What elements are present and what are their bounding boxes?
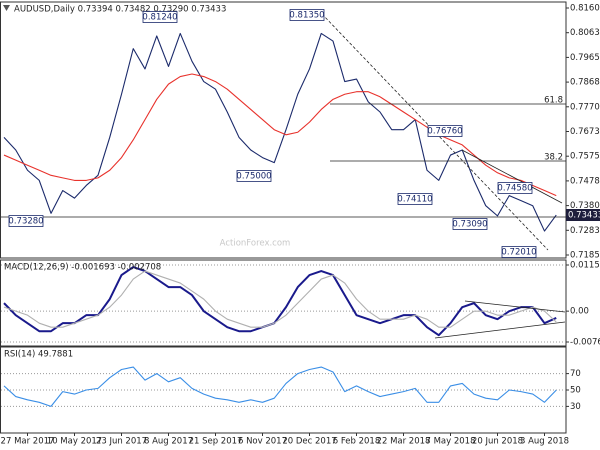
x-tick-label: 21 Sep 2017 [189, 437, 243, 447]
series-line [3, 73, 557, 197]
y-tick-label: 0.77705 [570, 102, 600, 112]
annotation-box [289, 9, 325, 21]
annotation-label: 0.76760 [427, 127, 462, 137]
y-tick-label: -0.007694 [570, 338, 600, 348]
x-tick-label: 7 May 2018 [425, 437, 475, 447]
annotation-box [142, 11, 178, 23]
series-line [3, 270, 557, 328]
series-line [3, 32, 557, 232]
x-tick-label: 6 Nov 2017 [238, 437, 287, 447]
last-price-tag [566, 209, 600, 221]
y-tick-label: 50 [570, 386, 581, 396]
annotation-box [501, 246, 537, 258]
annotation-label: 0.73090 [452, 220, 487, 230]
x-tick-label: 20 Jun 2018 [472, 437, 523, 447]
annotation-box [497, 182, 533, 194]
x-tick-label: 6 Feb 2018 [333, 437, 381, 447]
annotation-label: 0.75000 [236, 172, 271, 182]
y-tick-label: 30 [570, 402, 581, 412]
annotation-label: 0.73280 [8, 217, 43, 227]
x-tick-label: 20 Dec 2017 [282, 437, 336, 447]
y-tick-label: 70 [570, 369, 581, 379]
annotation-label: 0.81350 [289, 11, 324, 21]
panel-title: MACD(12,26,9) -0.001693 -0.002708 [4, 263, 161, 273]
y-tick-label: 0.79655 [570, 53, 600, 63]
annotation-box [236, 170, 272, 182]
x-tick-label: 22 Mar 2018 [377, 437, 431, 447]
macd-trend-line [464, 300, 566, 313]
annotation-box [452, 218, 488, 230]
panel-frame [0, 259, 567, 347]
annotation-label: 0.81240 [142, 13, 177, 23]
series-line [3, 266, 557, 337]
y-tick-label: 0.81605 [570, 4, 600, 14]
x-tick-label: 3 Aug 2018 [520, 437, 569, 447]
annotation-label: 0.74580 [497, 184, 532, 194]
fib-label: 38.2 [544, 153, 563, 163]
y-tick-label: 0.75755 [570, 152, 600, 162]
trend-line [321, 13, 549, 251]
annotation-box [397, 193, 433, 205]
annotation-box [427, 125, 463, 137]
fib-label: 61.8 [544, 96, 563, 106]
x-tick-label: 27 Mar 2017 [1, 437, 55, 447]
panel-title: AUDUSD,Daily 0.73394 0.73482 0.73290 0.7… [14, 5, 226, 15]
trend-line [461, 149, 563, 204]
x-tick-label: 8 Aug 2017 [144, 437, 193, 447]
y-tick-label: 0.00 [570, 307, 589, 317]
title-icon [3, 5, 10, 11]
annotation-box [8, 215, 44, 227]
last-price-label: 0.73433 [568, 211, 600, 221]
annotation-label: 0.74110 [397, 195, 432, 205]
panel-frame [0, 1, 567, 259]
series-line [3, 366, 557, 407]
y-tick-label: 0.71855 [570, 251, 600, 261]
x-tick-label: 10 May 2017 [47, 437, 102, 447]
annotation-label: 0.72010 [501, 248, 536, 258]
y-tick-label: 0.73805 [570, 201, 600, 211]
macd-trend-line [434, 321, 566, 339]
y-tick-label: 0.011509 [570, 261, 600, 271]
x-tick-label: 23 Jun 2017 [96, 437, 147, 447]
watermark: ActionForex.com [220, 239, 291, 249]
panel-title: RSI(14) 49.7881 [4, 350, 73, 360]
